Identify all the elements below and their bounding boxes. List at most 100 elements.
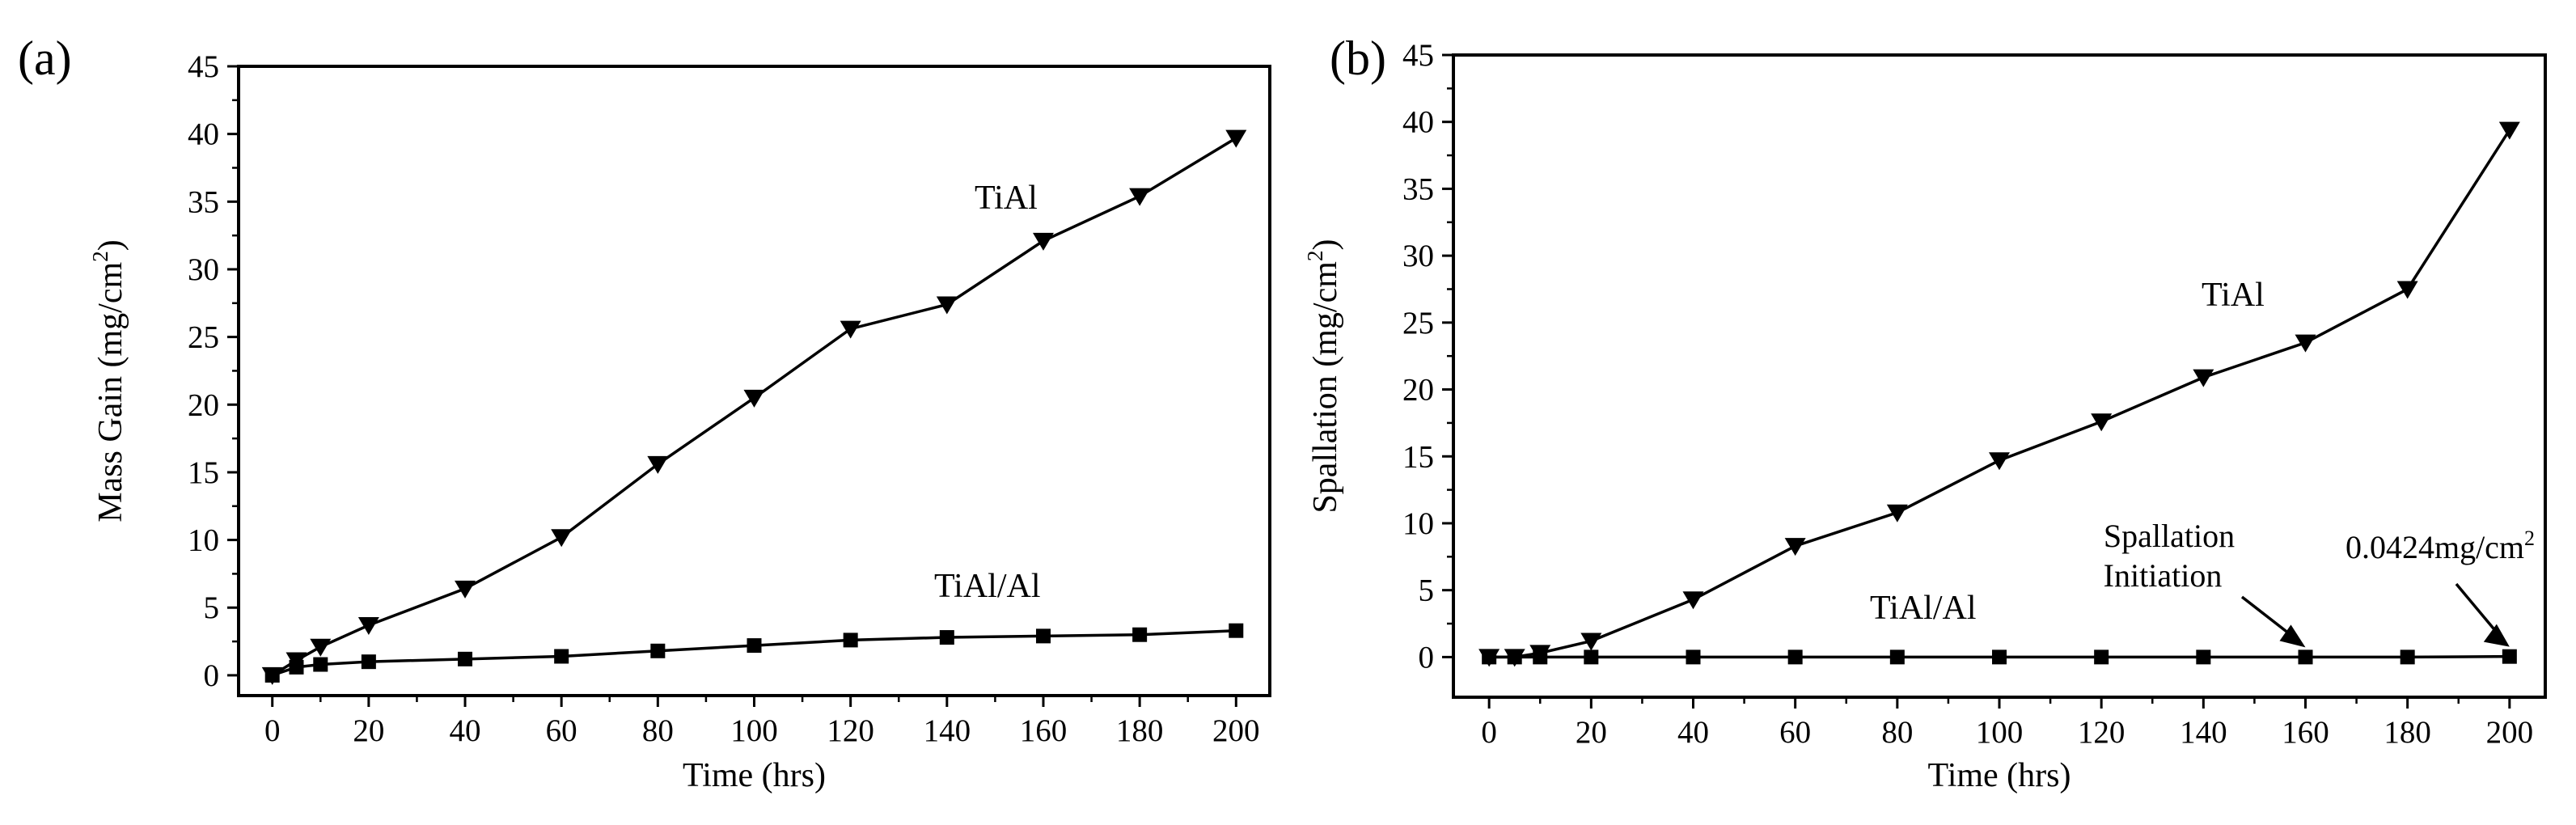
data-point — [264, 667, 280, 683]
series-line-tial-al — [272, 628, 1237, 677]
y-tick-label: 30 — [188, 252, 219, 287]
y-tick-label: 25 — [1402, 306, 1434, 341]
y-tick-label: 45 — [1402, 38, 1434, 73]
plot-frame — [237, 65, 1271, 697]
x-tick-label: 120 — [2078, 715, 2126, 750]
data-point — [2091, 413, 2113, 432]
y-tick-label: 20 — [188, 387, 219, 422]
y-axis-title: Mass Gain (mg/cm2) — [88, 239, 129, 522]
x-tick-label: 40 — [1677, 715, 1709, 750]
data-point — [743, 389, 765, 408]
data-point — [1992, 649, 2007, 665]
x-tick-label: 80 — [642, 713, 674, 748]
x-tick-label: 0 — [264, 713, 281, 748]
arrowhead — [2483, 624, 2510, 647]
annotation-initiation: Initiation — [2104, 557, 2223, 594]
data-point — [357, 616, 379, 635]
data-point — [840, 320, 861, 339]
data-point — [747, 638, 762, 654]
data-point — [458, 651, 473, 666]
data-point — [647, 455, 669, 474]
x-tick-label: 200 — [2486, 715, 2534, 750]
data-point — [554, 649, 569, 664]
x-tick-label: 80 — [1881, 715, 1913, 750]
data-point — [2400, 649, 2415, 665]
x-tick-label: 180 — [2384, 715, 2431, 750]
data-point — [1132, 627, 1148, 642]
chart-a: 0 5 10 15 20 25 30 35 40 45 0 20 40 60 80 100 120 140 160 1… — [88, 49, 1271, 794]
annotation-spallation: Spallation — [2104, 518, 2235, 554]
data-point — [1787, 649, 1803, 665]
y-tick-label: 20 — [1402, 373, 1434, 408]
chart-b: 0 5 10 15 20 25 30 35 40 45 0 20 40 60 80 100 120 140 160 1… — [1303, 38, 2547, 794]
x-tick-label: 20 — [353, 713, 384, 748]
x-tick-label: 140 — [2180, 715, 2227, 750]
data-point — [1682, 591, 1704, 610]
x-tick-label: 140 — [924, 713, 971, 748]
data-point — [650, 643, 666, 658]
data-point — [1035, 628, 1051, 644]
panel-b: (b) 0 5 10 15 20 25 30 35 40 45 0 20 40 60 80 100 120 140… — [1288, 0, 2576, 825]
y-tick-label: 10 — [188, 523, 219, 558]
data-point — [843, 632, 858, 648]
data-point — [1886, 504, 1908, 522]
data-point — [2396, 281, 2418, 299]
y-tick-label: 45 — [188, 49, 219, 84]
data-point — [2193, 369, 2214, 387]
y-tick-label: 0 — [204, 658, 220, 693]
annotation-value: 0.0424mg/cm2 — [2345, 527, 2535, 565]
data-point — [2498, 121, 2520, 140]
data-point — [2094, 649, 2109, 665]
x-tick-label: 40 — [450, 713, 481, 748]
data-point — [1482, 649, 1497, 665]
data-point — [1784, 538, 1806, 556]
data-point — [1580, 632, 1602, 651]
plot-frame — [1452, 53, 2547, 699]
data-point — [361, 654, 376, 670]
arrowhead — [2279, 624, 2306, 648]
series-label: TiAl/Al — [1870, 590, 1977, 627]
data-point — [1225, 129, 1247, 148]
panel-label: (b) — [1330, 32, 1386, 85]
data-point — [1129, 188, 1151, 206]
data-point — [313, 657, 328, 672]
data-point — [939, 630, 954, 645]
y-tick-label: 40 — [1402, 105, 1434, 140]
y-tick-label: 25 — [188, 320, 219, 355]
panel-a: (a) 0 5 10 15 20 25 30 35 40 45 0 20 40 60 80 100 120 140… — [18, 32, 1271, 794]
data-point — [1686, 649, 1701, 665]
x-tick-label: 160 — [1020, 713, 1068, 748]
data-point — [1889, 649, 1905, 665]
data-point — [551, 529, 573, 548]
data-point — [310, 638, 332, 657]
data-point — [1584, 649, 1599, 665]
data-point — [1989, 452, 2010, 471]
x-axis-title: Time (hrs) — [683, 757, 826, 794]
x-tick-label: 60 — [1779, 715, 1811, 750]
x-axis-title: Time (hrs) — [1928, 757, 2071, 794]
series-label: TiAl — [2202, 277, 2265, 314]
y-tick-label: 15 — [1402, 439, 1434, 474]
panel-label: (a) — [18, 32, 72, 85]
y-axis-title: Spallation (mg/cm2) — [1303, 239, 1344, 513]
y-tick-label: 0 — [1419, 640, 1435, 675]
y-tick-label: 10 — [1402, 506, 1434, 541]
x-tick-label: 180 — [1116, 713, 1164, 748]
series-label: TiAl — [975, 180, 1038, 217]
x-tick-label: 120 — [827, 713, 874, 748]
y-tick-label: 35 — [1402, 171, 1434, 206]
data-point — [1032, 232, 1054, 251]
data-point — [2298, 649, 2313, 665]
data-point — [2502, 649, 2517, 664]
series-label: TiAl/Al — [934, 568, 1041, 605]
y-tick-label: 5 — [1419, 573, 1435, 608]
y-tick-label: 35 — [188, 184, 219, 219]
series-line-tial — [1489, 129, 2511, 659]
y-tick-label: 30 — [1402, 239, 1434, 273]
data-point — [936, 296, 958, 315]
x-tick-label: 160 — [2282, 715, 2329, 750]
data-point — [1507, 649, 1522, 665]
x-tick-label: 20 — [1576, 715, 1607, 750]
x-tick-label: 0 — [1481, 715, 1497, 750]
data-point — [455, 580, 476, 599]
